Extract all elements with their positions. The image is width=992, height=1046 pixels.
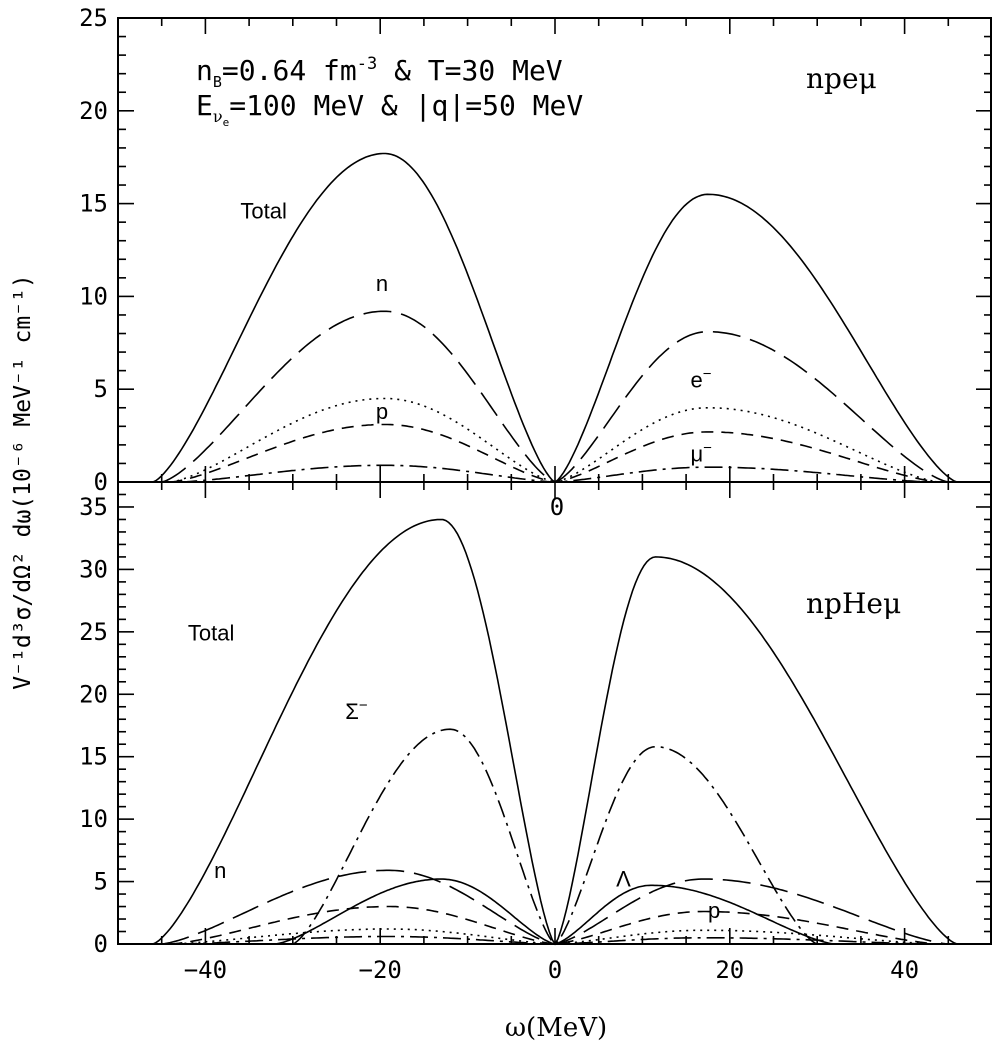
x-tick-label: 20: [715, 956, 744, 984]
panel-label-top: npeμ: [806, 62, 877, 95]
y-tick-label: 20: [79, 680, 108, 708]
curve-label: Total: [240, 198, 286, 223]
x-axis-label: ω(MeV): [505, 1013, 607, 1043]
plot-frame: [117, 481, 992, 945]
bottom-panel: 0 5 10 15 20 25 30 35 −40 −20 0 20 40 Total Σ− n Λp: [79, 481, 992, 984]
y-tick-label: 25: [79, 618, 108, 646]
series-line-0: [152, 518, 958, 946]
y-tick-label: 5: [94, 375, 108, 403]
y-tick-label: 35: [79, 493, 108, 521]
y-tick-label: 30: [79, 555, 108, 583]
x-tick-label: 40: [890, 956, 919, 984]
y-axis-label: V⁻¹d³σ/dΩ² dω(10⁻⁶ MeV⁻¹ cm⁻¹): [10, 274, 36, 689]
y-tick-label: 15: [79, 190, 108, 218]
curve-label: p: [708, 898, 720, 923]
curve-label: Λ: [616, 867, 631, 892]
series-line-1: [292, 728, 818, 945]
series-line-1: [161, 310, 949, 483]
panel-label-bottom: npHeμ: [806, 587, 901, 620]
y-tick-label: 10: [79, 282, 108, 310]
annotation-energy-momentum: Eνe=100 MeV & |q|=50 MeV: [196, 89, 583, 129]
curve-label: Σ−: [345, 697, 368, 724]
annotation-density-temperature: nB=0.64 fm-3 & T=30 MeV: [196, 54, 563, 91]
curve-label: n: [376, 271, 388, 296]
x-tick-label: −20: [359, 956, 402, 984]
series-line-6: [179, 935, 931, 945]
x-tick-label: 0: [548, 956, 562, 984]
curve-label: p: [376, 399, 388, 424]
y-tick-label: 10: [79, 805, 108, 833]
y-tick-label: 0: [94, 930, 108, 958]
y-tick-label: 0: [94, 468, 108, 496]
x-tick-label: −40: [184, 956, 227, 984]
center-zero-label: 0: [550, 493, 564, 521]
curve-label: n: [214, 858, 226, 883]
y-tick-label: 25: [79, 4, 108, 32]
series-line-4: [170, 905, 940, 945]
y-tick-label: 5: [94, 868, 108, 896]
y-tick-label: 20: [79, 97, 108, 125]
curve-label: μ−: [690, 440, 712, 467]
curve-label: e−: [690, 365, 711, 392]
y-tick-label: 15: [79, 743, 108, 771]
curve-label: Total: [188, 621, 234, 646]
